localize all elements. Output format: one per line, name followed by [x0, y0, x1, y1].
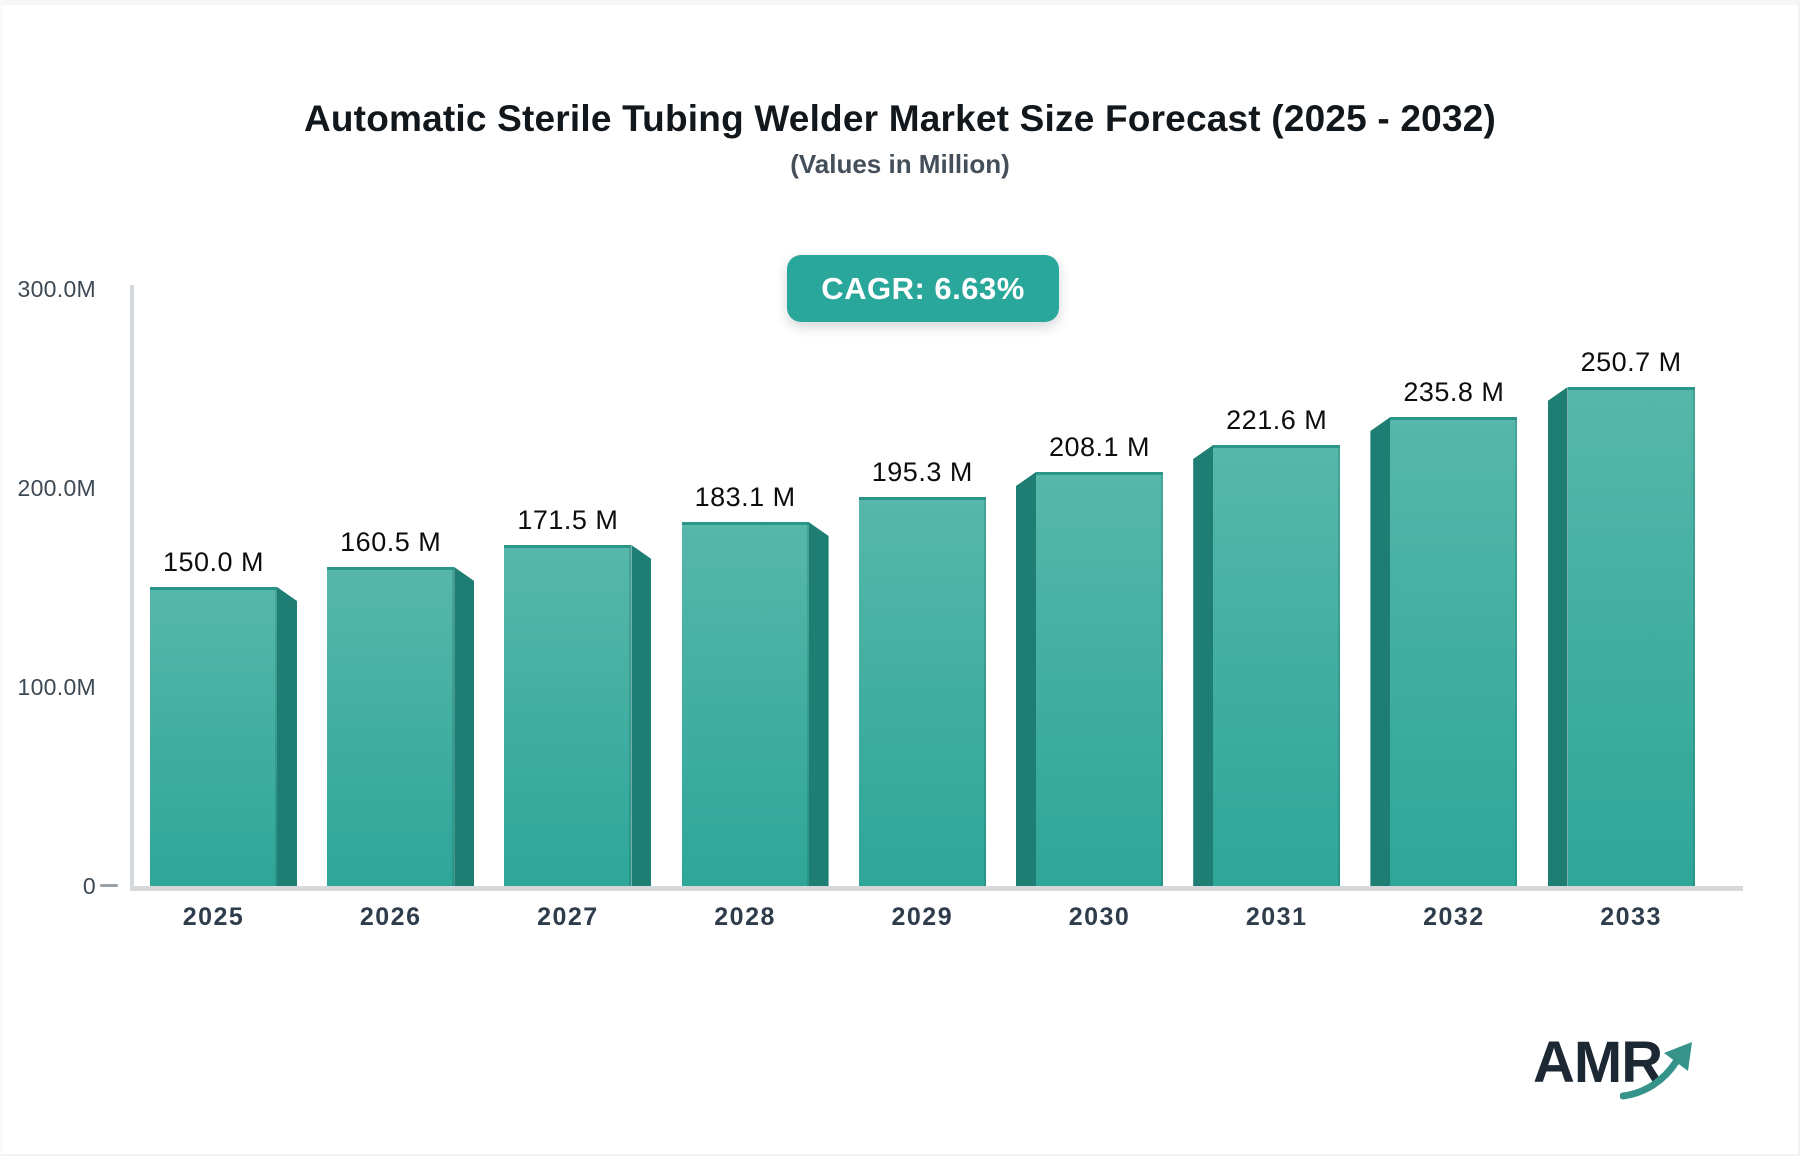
bar-2027 — [504, 545, 652, 886]
bar-value-label: 150.0 M — [162, 547, 265, 577]
bar-face — [1213, 445, 1341, 886]
bar-side-face — [1370, 417, 1391, 886]
bar-value-label: 171.5 M — [517, 505, 619, 535]
y-axis-tick-label: 200.0M — [17, 475, 96, 501]
bar-face — [681, 522, 809, 886]
bar-face — [858, 497, 986, 886]
bar-2029 — [858, 497, 986, 886]
x-axis-label: 2030 — [1068, 903, 1131, 931]
y-axis-tick-label: 100.0M — [17, 674, 96, 700]
bar-side-face — [1193, 445, 1214, 886]
bar-face — [327, 567, 455, 886]
x-axis-line — [130, 886, 1743, 891]
bar-face — [1390, 417, 1518, 886]
bar-2026 — [327, 567, 475, 886]
chart-subtitle: (Values in Million) — [790, 149, 1010, 179]
bar-face — [1567, 387, 1695, 886]
bar-2030 — [1016, 472, 1163, 886]
bar-2032 — [1370, 417, 1518, 886]
y-axis-line — [130, 285, 134, 891]
bar-value-label: 221.6 M — [1226, 405, 1328, 435]
x-axis-label: 2026 — [359, 903, 422, 931]
bar-face — [504, 545, 632, 886]
trend-up-arrow-icon — [1620, 1042, 1692, 1100]
bar-value-label: 208.1 M — [1048, 432, 1151, 462]
bar-value-label: 160.5 M — [340, 527, 442, 557]
bar-2028 — [681, 522, 829, 886]
bar-value-label: 250.7 M — [1580, 347, 1682, 377]
bar-value-label: 195.3 M — [871, 457, 973, 487]
bar-2031 — [1193, 445, 1341, 886]
x-axis-label: 2027 — [537, 903, 599, 931]
x-axis-label: 2028 — [714, 903, 776, 931]
amr-logo: AMR — [1533, 1030, 1723, 1110]
bar-side-face — [808, 522, 829, 886]
bar-2025 — [150, 587, 297, 886]
x-axis-label: 2025 — [182, 903, 245, 931]
bar-side-face — [454, 567, 475, 886]
y-axis-tick-label: 300.0M — [17, 276, 96, 302]
x-axis-label: 2029 — [891, 903, 954, 931]
y-axis-tick-label: 0 — [82, 873, 96, 899]
bar-2033 — [1547, 387, 1695, 886]
x-axis-label: 2033 — [1600, 903, 1662, 931]
cagr-badge: CAGR: 6.63% — [787, 255, 1059, 322]
bar-face — [1036, 472, 1163, 886]
chart-title: Automatic Sterile Tubing Welder Market S… — [303, 98, 1497, 139]
bar-value-label: 235.8 M — [1403, 377, 1505, 407]
bar-side-face — [277, 587, 297, 886]
bar-side-face — [1547, 387, 1568, 886]
amr-logo-text: AMR — [1533, 1030, 1663, 1095]
y-axis-zero-tick — [100, 884, 118, 887]
x-axis-label: 2032 — [1423, 903, 1485, 931]
bar-face — [150, 587, 277, 886]
bar-side-face — [631, 545, 652, 886]
bar-side-face — [1016, 472, 1036, 886]
x-axis-label: 2031 — [1245, 903, 1308, 931]
bar-value-label: 183.1 M — [694, 482, 796, 512]
